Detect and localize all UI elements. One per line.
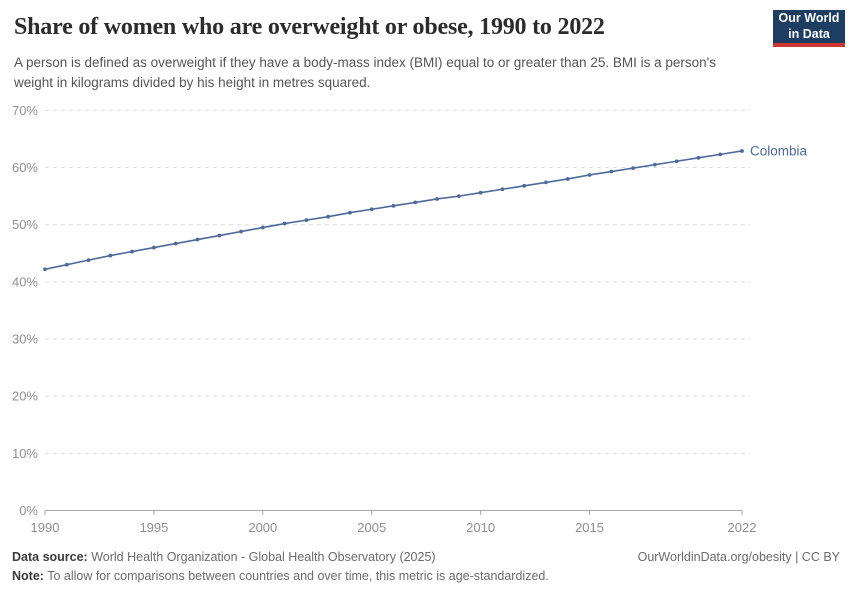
x-tick-label: 1995 [139, 520, 168, 535]
y-tick-label: 20% [12, 389, 38, 404]
data-point[interactable] [609, 169, 614, 174]
x-tick-label: 2015 [575, 520, 604, 535]
note-label: Note: [12, 569, 44, 583]
data-point[interactable] [282, 221, 287, 226]
data-point[interactable] [544, 180, 548, 185]
data-line[interactable] [44, 150, 743, 271]
owid-logo-line1: Our World [778, 10, 840, 25]
data-point[interactable] [348, 210, 352, 215]
y-tick-label: 70% [12, 103, 38, 118]
y-tick-label: 40% [12, 274, 38, 289]
data-point[interactable] [217, 233, 222, 238]
x-tick-label: 2000 [248, 520, 277, 535]
data-point[interactable] [64, 262, 69, 267]
data-point[interactable] [239, 229, 243, 234]
data-point[interactable] [108, 253, 113, 258]
data-point[interactable] [152, 245, 156, 250]
x-tick-label: 1990 [31, 520, 60, 535]
data-point[interactable] [740, 149, 744, 153]
owid-logo[interactable]: Our World in Data [773, 10, 845, 47]
data-point[interactable] [173, 241, 178, 246]
chart-subtitle: A person is defined as overweight if the… [14, 55, 716, 91]
data-point[interactable] [565, 177, 570, 181]
x-tick-label: 2022 [728, 520, 757, 535]
data-point[interactable] [326, 214, 331, 219]
y-tick-label: 30% [12, 332, 38, 347]
x-tick-label: 2005 [357, 520, 386, 535]
x-axis: 1990 1995 2000 2005 2010 2015 2022 [31, 510, 757, 535]
gridlines-group [45, 109, 750, 454]
owid-logo-line2: in Data [788, 26, 830, 41]
data-point[interactable] [696, 155, 701, 160]
data-point[interactable] [195, 237, 200, 242]
data-point[interactable] [260, 225, 265, 230]
y-tick-label: 60% [12, 160, 38, 175]
data-point[interactable] [500, 187, 505, 192]
data-point[interactable] [435, 197, 439, 201]
data-point[interactable] [631, 166, 635, 171]
data-point[interactable] [130, 249, 135, 254]
data-point[interactable] [652, 162, 657, 167]
datasource-text: World Health Organization - Global Healt… [87, 550, 436, 564]
datasource-label: Data source: [12, 550, 88, 564]
y-axis: 0% 10% 20% 30% 40% 50% 60% 70% [12, 103, 38, 518]
line-chart[interactable]: 0% 10% 20% 30% 40% 50% 60% 70% 1990 1995 2000 2005… [0, 0, 850, 545]
data-point[interactable] [43, 267, 47, 272]
note-line: Note: To allow for comparisons between c… [12, 569, 840, 583]
data-point[interactable] [456, 194, 461, 199]
footer: Data source: World Health Organization -… [12, 550, 840, 564]
y-tick-label: 50% [12, 217, 38, 232]
data-point[interactable] [674, 159, 679, 164]
data-point[interactable] [478, 190, 483, 195]
note-text: To allow for comparisons between countri… [43, 569, 549, 583]
data-point[interactable] [522, 183, 527, 188]
y-tick-label: 0% [19, 503, 38, 518]
data-point[interactable] [391, 203, 396, 208]
rights-link[interactable]: OurWorldinData.org/obesity | CC BY [637, 550, 840, 564]
series-end-label[interactable]: Colombia [750, 143, 808, 158]
data-point[interactable] [413, 200, 418, 205]
data-point[interactable] [587, 173, 592, 177]
data-point[interactable] [369, 207, 374, 212]
data-point[interactable] [718, 152, 723, 157]
plot-area[interactable]: Colombia [43, 143, 808, 272]
data-point[interactable] [304, 218, 309, 223]
datasource-line: Data source: World Health Organization -… [12, 550, 436, 564]
x-tick-label: 2010 [466, 520, 495, 535]
page-title: Share of women who are overweight or obe… [14, 14, 605, 40]
y-tick-label: 10% [12, 446, 38, 461]
data-point[interactable] [86, 258, 91, 263]
